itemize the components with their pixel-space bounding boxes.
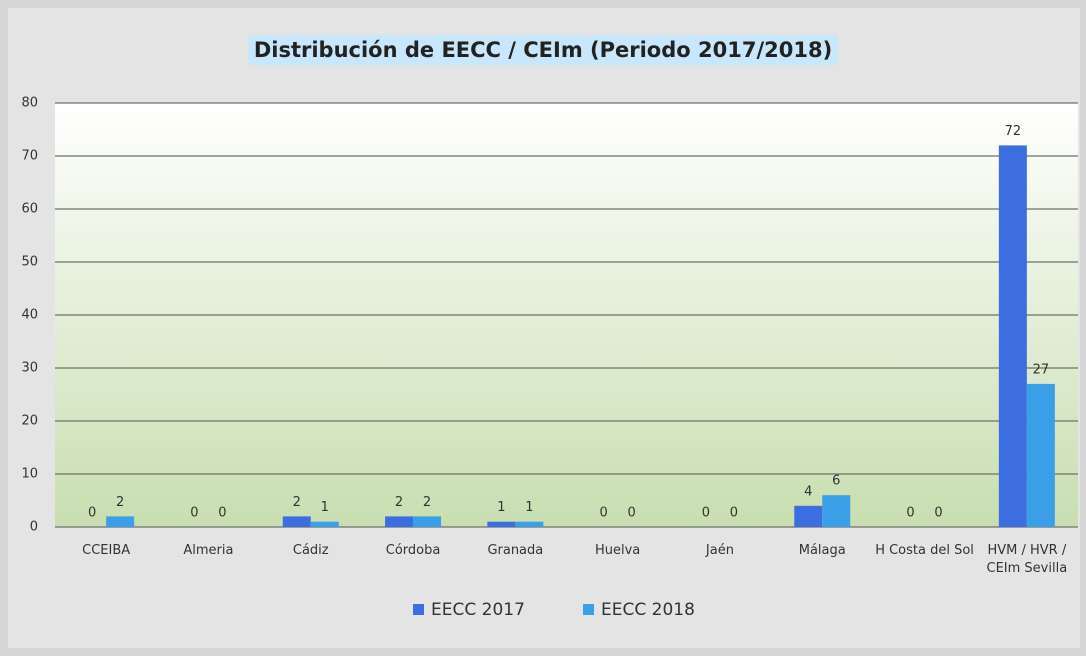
x-tick-label: H Costa del Sol (875, 543, 974, 558)
legend-label: EECC 2017 (431, 600, 525, 620)
y-tick-label: 10 (21, 467, 38, 482)
y-tick-label: 60 (21, 202, 38, 217)
bar (1026, 383, 1055, 527)
bar (998, 145, 1027, 527)
data-label: 0 (88, 506, 96, 521)
bar (106, 516, 135, 527)
legend-swatch (413, 604, 424, 615)
y-tick-label: 30 (21, 361, 38, 376)
x-tick-label: Jaén (705, 543, 734, 558)
x-tick-label: Málaga (798, 543, 846, 558)
y-tick-label: 80 (21, 96, 38, 111)
data-label: 1 (497, 500, 505, 515)
x-tick-label: Córdoba (385, 543, 441, 558)
x-tick-label: CCEIBA (82, 543, 131, 558)
title-box: Distribución de EECC / CEIm (Periodo 201… (0, 35, 1086, 65)
x-tick-label: Cádiz (292, 543, 329, 558)
y-tick-label: 50 (21, 255, 38, 270)
y-tick-label: 70 (21, 149, 38, 164)
data-label: 0 (934, 506, 942, 521)
y-tick-label: 0 (30, 520, 38, 535)
data-label: 1 (525, 500, 533, 515)
x-tick-label: Almeria (183, 543, 234, 558)
data-label: 1 (321, 500, 329, 515)
bar (515, 521, 544, 527)
data-label: 2 (293, 495, 301, 510)
x-tick-label: HVM / HVR / CEIm Sevilla (986, 543, 1068, 576)
y-tick-label: 20 (21, 414, 38, 429)
data-label: 0 (218, 506, 226, 521)
bar (385, 516, 414, 527)
data-label: 0 (730, 506, 738, 521)
bar (310, 521, 339, 527)
data-label: 0 (628, 506, 636, 521)
data-label: 4 (804, 484, 812, 499)
data-label: 2 (395, 495, 403, 510)
x-tick-label: Huelva (594, 543, 641, 558)
legend-label: EECC 2018 (601, 600, 695, 620)
data-label: 2 (423, 495, 431, 510)
data-label: 6 (832, 474, 840, 489)
x-tick-label: Granada (487, 543, 544, 558)
bar (487, 521, 516, 527)
data-label: 72 (1005, 124, 1022, 139)
legend-swatch (583, 604, 594, 615)
data-label: 0 (906, 506, 914, 521)
bar (794, 505, 823, 527)
data-label: 0 (190, 506, 198, 521)
bar (413, 516, 442, 527)
data-label: 0 (702, 506, 710, 521)
data-label: 27 (1033, 362, 1050, 377)
y-tick-label: 40 (21, 308, 38, 323)
data-label: 2 (116, 495, 124, 510)
bar (822, 495, 851, 527)
chart-title: Distribución de EECC / CEIm (Periodo 201… (247, 35, 839, 65)
bar (282, 516, 311, 527)
data-label: 0 (600, 506, 608, 521)
